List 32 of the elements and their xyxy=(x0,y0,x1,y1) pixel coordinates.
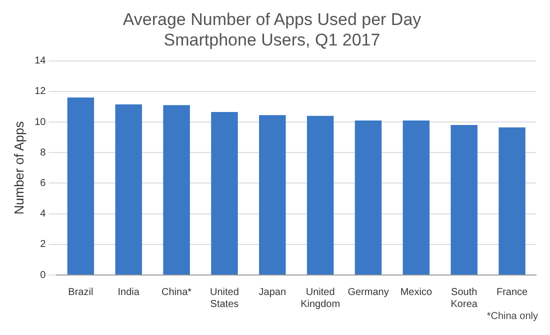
y-tick-label: 2 xyxy=(40,239,46,250)
x-tick-label: India xyxy=(118,286,140,298)
x-tick-label: United States xyxy=(210,286,239,310)
y-tick-label: 12 xyxy=(34,86,46,98)
bar xyxy=(259,115,286,274)
y-tick-label: 10 xyxy=(34,116,46,128)
bar xyxy=(67,98,94,274)
text: *China only xyxy=(486,311,538,322)
bar xyxy=(354,120,382,274)
y-tick-label: 14 xyxy=(34,56,46,67)
x-tick-label: Mexico xyxy=(400,286,432,298)
x-tick-label: United Kingdom xyxy=(300,286,340,310)
y-axis-title: Number of Apps xyxy=(11,120,26,215)
bar xyxy=(115,104,142,274)
bar xyxy=(450,125,478,274)
x-tick-label: Japan xyxy=(258,286,286,298)
y-tick-label: 4 xyxy=(40,208,46,220)
bar xyxy=(163,105,190,274)
bar xyxy=(402,120,430,274)
x-tick-label: Germany xyxy=(348,286,389,298)
x-tick-label: China* xyxy=(162,286,192,298)
chart-subtitle: Smartphone Users, Q1 2017 xyxy=(164,30,380,50)
x-tick-label: France xyxy=(496,286,528,298)
bar xyxy=(211,112,238,274)
x-tick-label: Brazil xyxy=(68,286,94,298)
bar xyxy=(306,116,334,274)
x-tick-label: South Korea xyxy=(450,286,478,310)
y-tick-label: 0 xyxy=(40,270,46,281)
bar xyxy=(498,127,526,274)
y-tick-label: 6 xyxy=(40,178,46,189)
chart-title: Average Number of Apps Used per Day xyxy=(122,10,422,29)
y-tick-label: 8 xyxy=(40,147,46,158)
